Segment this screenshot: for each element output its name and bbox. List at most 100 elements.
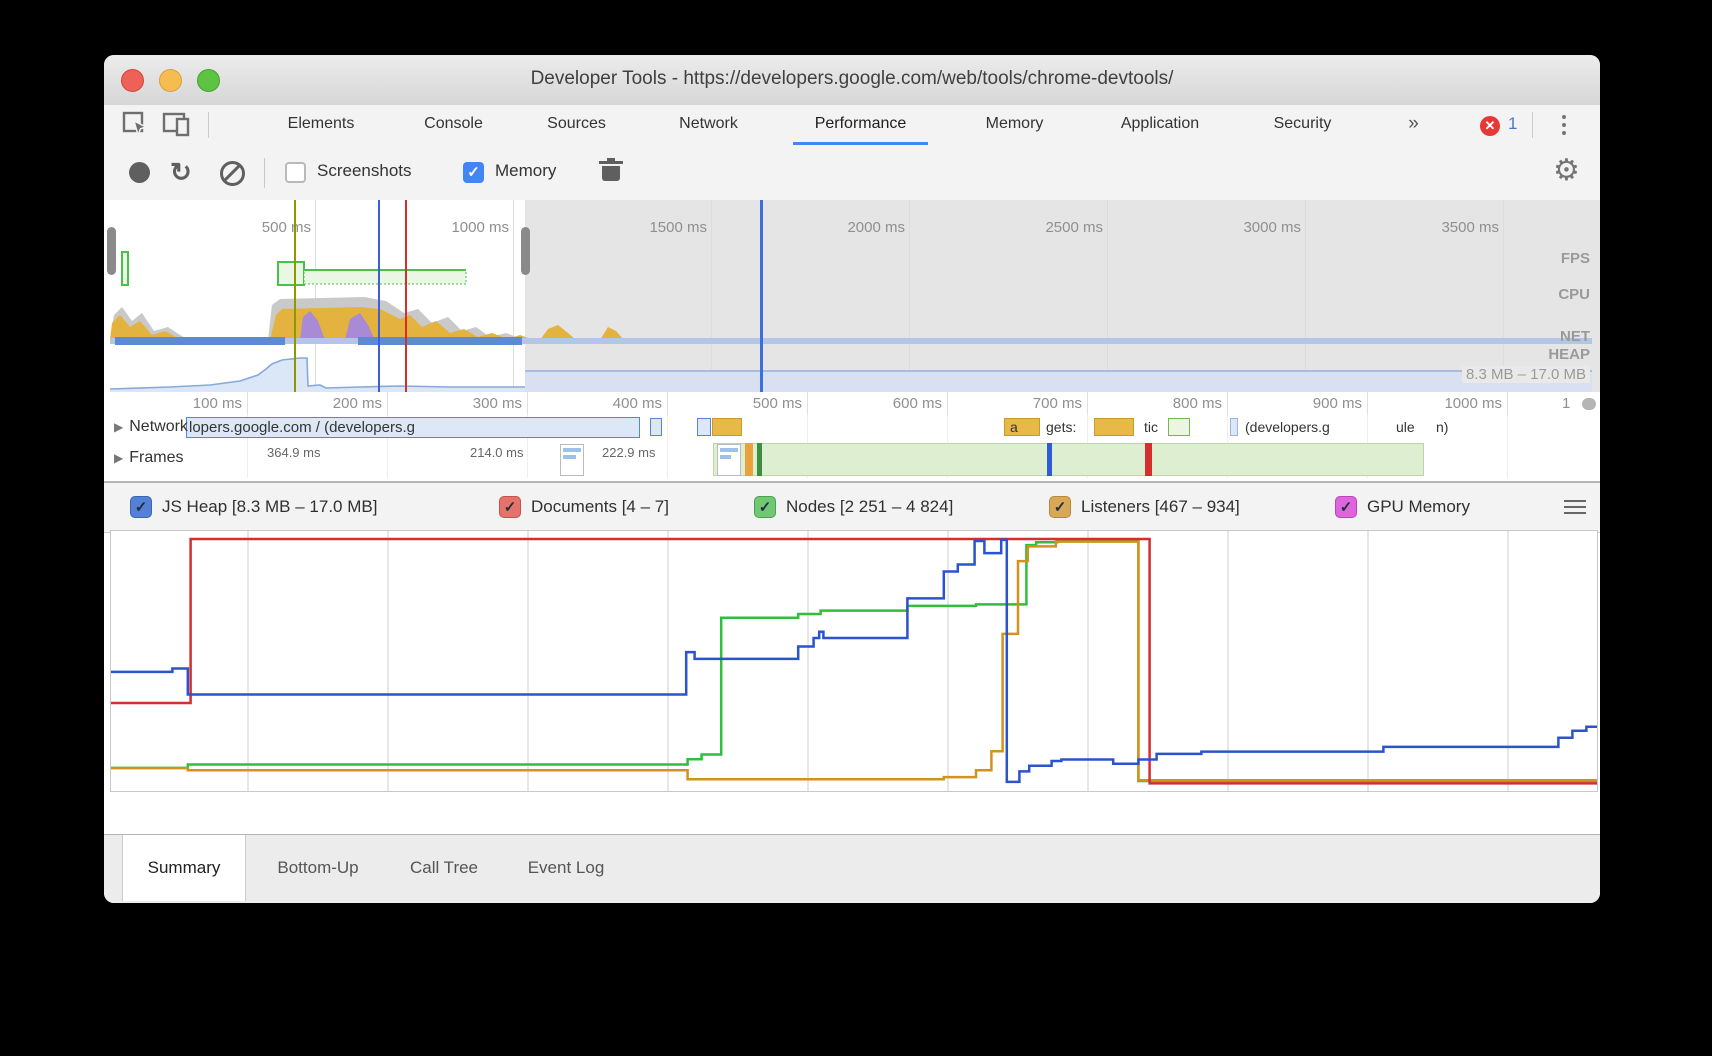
legend-menu-icon[interactable]: [1564, 500, 1586, 518]
clear-recording-icon[interactable]: [220, 161, 245, 186]
network-chip-green[interactable]: [1168, 418, 1190, 436]
ruler-label: 300 ms: [472, 395, 522, 412]
network-chip-small-blue[interactable]: [650, 418, 662, 436]
details-tab-bar: Summary Bottom-Up Call Tree Event Log: [104, 834, 1600, 903]
legend-label: Documents [4 – 7]: [531, 497, 669, 516]
ruler-tick: [807, 392, 808, 415]
legend-checkbox-icon[interactable]: ✓: [1335, 496, 1357, 518]
record-button[interactable]: [129, 162, 150, 183]
network-track-row[interactable]: lopers.google.com / (developers.g a gets…: [104, 415, 1600, 442]
tabbar-separator-right: [1532, 112, 1533, 138]
reload-and-profile-icon[interactable]: ↻: [170, 157, 192, 187]
tab-network[interactable]: Network: [679, 115, 738, 132]
ruler-label: 600 ms: [892, 395, 942, 412]
frames-long-frame-region[interactable]: [713, 443, 1424, 476]
overview-unselected-region[interactable]: [525, 200, 1600, 392]
network-chip-dot[interactable]: [1230, 418, 1238, 436]
device-toolbar-icon[interactable]: [162, 111, 192, 143]
screenshot-thumbnail-1[interactable]: [560, 444, 584, 476]
title-bar[interactable]: Developer Tools - https://developers.goo…: [104, 55, 1600, 106]
bottom-tab-event-log[interactable]: Event Log: [527, 858, 605, 877]
horizontal-scrollbar-thumb[interactable]: [1582, 398, 1596, 410]
ruler-tick: [947, 392, 948, 415]
memory-label[interactable]: Memory: [495, 161, 557, 180]
overview-right-handle[interactable]: [521, 227, 530, 275]
frames-row-label[interactable]: ▶ Frames: [114, 449, 184, 466]
row-gridline: [807, 415, 808, 441]
legend-checkbox-icon[interactable]: ✓: [499, 496, 521, 518]
overview-gridline: [711, 200, 712, 392]
inspect-element-icon[interactable]: [122, 111, 149, 143]
bottom-tab-summary[interactable]: Summary: [122, 835, 246, 901]
timeline-overview[interactable]: 500 ms 1000 ms 1500 ms 2000 ms 2500 ms 3000 m…: [104, 200, 1600, 393]
overview-cursor-playhead[interactable]: [760, 200, 763, 392]
error-count[interactable]: 1: [1508, 114, 1518, 133]
legend-label: JS Heap [8.3 MB – 17.0 MB]: [162, 497, 378, 516]
ruler-overflow-label: 1: [1562, 395, 1571, 412]
frame-duration-2: 214.0 ms: [470, 445, 524, 460]
row-gridline: [247, 441, 248, 478]
legend-checkbox-icon[interactable]: ✓: [130, 496, 152, 518]
overview-left-handle[interactable]: [107, 227, 116, 275]
legend-checkbox-icon[interactable]: ✓: [754, 496, 776, 518]
network-chip-a-label: a: [1010, 419, 1018, 435]
row-gridline: [947, 415, 948, 441]
frame-marker-blue: [1047, 443, 1052, 476]
tab-sources[interactable]: Sources: [547, 115, 606, 132]
network-chip-yellow1[interactable]: [1004, 418, 1040, 436]
memory-checkbox[interactable]: ✓: [463, 162, 484, 183]
memory-counters-chart[interactable]: [110, 530, 1598, 792]
bottom-tab-bottom-up[interactable]: Bottom-Up: [277, 858, 359, 877]
series-listeners: [111, 540, 1597, 782]
disclosure-triangle-icon[interactable]: ▶: [114, 451, 124, 465]
row-gridline: [387, 441, 388, 478]
zoom-window-button[interactable]: [197, 69, 220, 92]
network-chip-yellow0[interactable]: [712, 418, 742, 436]
network-row-label[interactable]: ▶ Network: [114, 418, 188, 435]
detail-ruler[interactable]: 100 ms 200 ms 300 ms 400 ms 500 ms 600 ms 700 …: [104, 392, 1600, 416]
frames-track-row[interactable]: 364.9 ms 214.0 ms 222.9 ms ▶ Frames: [104, 441, 1600, 478]
ruler-tick: [1507, 392, 1508, 415]
overview-gridline: [315, 200, 316, 392]
tab-application[interactable]: Application: [1120, 115, 1200, 132]
network-chip-yellow2[interactable]: [1094, 418, 1134, 436]
screenshot-thumbnail-2[interactable]: [717, 444, 741, 476]
error-badge-icon[interactable]: ✕: [1480, 116, 1500, 136]
minimize-window-button[interactable]: [159, 69, 182, 92]
tab-elements[interactable]: Elements: [287, 115, 355, 132]
series-js-heap: [111, 538, 1597, 784]
cpu-track-chart: [110, 297, 624, 340]
tab-console[interactable]: Console: [424, 115, 483, 132]
tab-overflow-more[interactable]: »: [1408, 113, 1419, 134]
disclosure-triangle-icon[interactable]: ▶: [114, 420, 124, 434]
ruler-tick: [247, 392, 248, 415]
tab-memory[interactable]: Memory: [985, 115, 1044, 132]
overview-cursor-blue: [378, 200, 380, 392]
ruler-label: 400 ms: [612, 395, 662, 412]
row-gridline: [667, 415, 668, 441]
network-chip-ule-label: ule: [1396, 419, 1415, 435]
network-chip-blue2[interactable]: [697, 418, 711, 436]
heap-range-label: 8.3 MB – 17.0 MB: [1461, 366, 1590, 383]
devtools-window: Developer Tools - https://developers.goo…: [104, 55, 1600, 903]
bottom-tab-call-tree[interactable]: Call Tree: [409, 858, 479, 877]
tab-performance[interactable]: Performance: [793, 105, 928, 145]
devtools-menu-icon[interactable]: [1562, 115, 1566, 135]
row-gridline: [1087, 415, 1088, 441]
network-request-bar[interactable]: lopers.google.com / (developers.g: [186, 417, 640, 438]
close-window-button[interactable]: [121, 69, 144, 92]
tab-security[interactable]: Security: [1273, 115, 1332, 132]
screenshots-checkbox[interactable]: [285, 162, 306, 183]
trash-icon[interactable]: [599, 158, 623, 181]
legend-checkbox-icon[interactable]: ✓: [1049, 496, 1071, 518]
frame-marker-red: [1145, 443, 1152, 476]
window-title: Developer Tools - https://developers.goo…: [530, 68, 1174, 89]
ruler-label: 500 ms: [752, 395, 802, 412]
settings-gear-icon[interactable]: ⚙: [1553, 154, 1580, 187]
row-gridline: [1227, 415, 1228, 441]
ruler-tick: [667, 392, 668, 415]
network-chip-tic-label: tic: [1144, 419, 1158, 435]
tabbar-separator: [208, 112, 209, 138]
ruler-label: 700 ms: [1032, 395, 1082, 412]
screenshots-label[interactable]: Screenshots: [317, 161, 412, 180]
